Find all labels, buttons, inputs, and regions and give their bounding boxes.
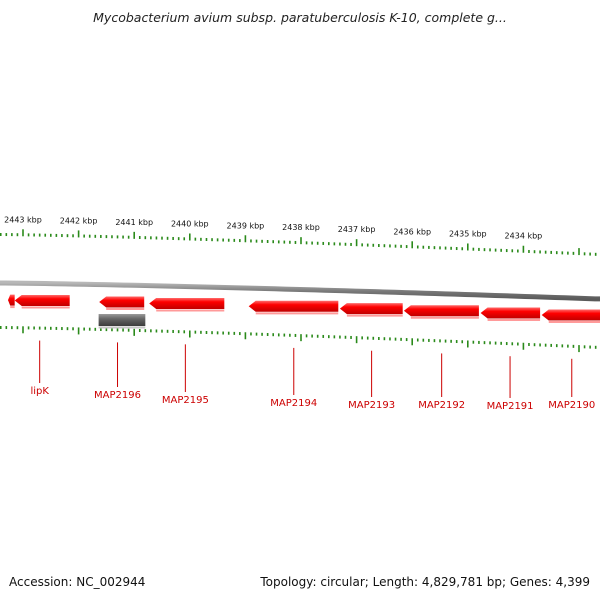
- gene-label: MAP2192: [418, 400, 465, 411]
- gene-label: MAP2194: [270, 398, 317, 409]
- gene-arrow: [403, 305, 479, 319]
- topology-label: Topology: circular; Length: 4,829,781 bp…: [260, 575, 590, 589]
- gene-label: MAP2193: [348, 400, 395, 411]
- gene-arrow: [99, 296, 145, 311]
- gene-label: MAP2195: [162, 395, 209, 406]
- gene-arrow: [149, 298, 225, 312]
- gene-arrow-body: [403, 305, 479, 317]
- gene-arrow-body: [248, 300, 339, 312]
- gene-arrow: [248, 300, 339, 315]
- gene-label: MAP2191: [487, 401, 534, 412]
- kbp-tick-label: 2434 kbp: [505, 232, 543, 241]
- gene-arrow: [8, 294, 15, 309]
- gene-label: MAP2190: [548, 400, 595, 411]
- pseudo-gene-bar: [98, 314, 146, 327]
- kbp-tick-label: 2439 kbp: [227, 221, 265, 230]
- gene-arrow-body: [541, 309, 600, 321]
- pseudo-gene-track: [98, 314, 146, 329]
- kbp-tick-label: 2440 kbp: [171, 219, 209, 228]
- kbp-tick-label: 2437 kbp: [338, 225, 376, 234]
- gene-arrow: [339, 303, 403, 317]
- gene-arrow-body: [480, 307, 541, 319]
- kbp-tick-label: 2436 kbp: [393, 227, 431, 236]
- gene-arrow: [14, 295, 70, 309]
- map-title: Mycobacterium avium subsp. paratuberculo…: [93, 10, 507, 25]
- kbp-tick-label: 2438 kbp: [282, 223, 320, 232]
- kbp-tick-label: 2442 kbp: [60, 216, 98, 225]
- kbp-tick-label: 2443 kbp: [4, 215, 42, 224]
- kbp-tick-label: 2435 kbp: [449, 229, 487, 238]
- gene-label: MAP2196: [94, 390, 141, 401]
- kbp-tick-track-bottom: [0, 326, 597, 353]
- gene-arrow: [480, 307, 541, 321]
- gene-label-track: lipK MAP2196 MAP2195 MAP2194 MAP2193 MAP2192 M…: [30, 340, 595, 412]
- kbp-tick-label: 2441 kbp: [115, 218, 153, 227]
- gene-label: lipK: [30, 386, 49, 397]
- gene-arrow-body: [339, 303, 403, 315]
- genome-backbone: [0, 280, 600, 302]
- gene-arrow-body: [149, 298, 225, 309]
- gene-arrow: [541, 309, 600, 324]
- gene-arrow-body: [14, 295, 70, 306]
- gene-arrow-body: [8, 294, 15, 306]
- gene-track: [8, 294, 600, 324]
- kbp-tick-track-top: 2443 kbp 2442 kbp 2441 kbp 2440 kbp 2439 kbp…: [0, 215, 597, 256]
- gene-arrow-body: [99, 296, 145, 308]
- accession-label: Accession: NC_002944: [9, 575, 146, 589]
